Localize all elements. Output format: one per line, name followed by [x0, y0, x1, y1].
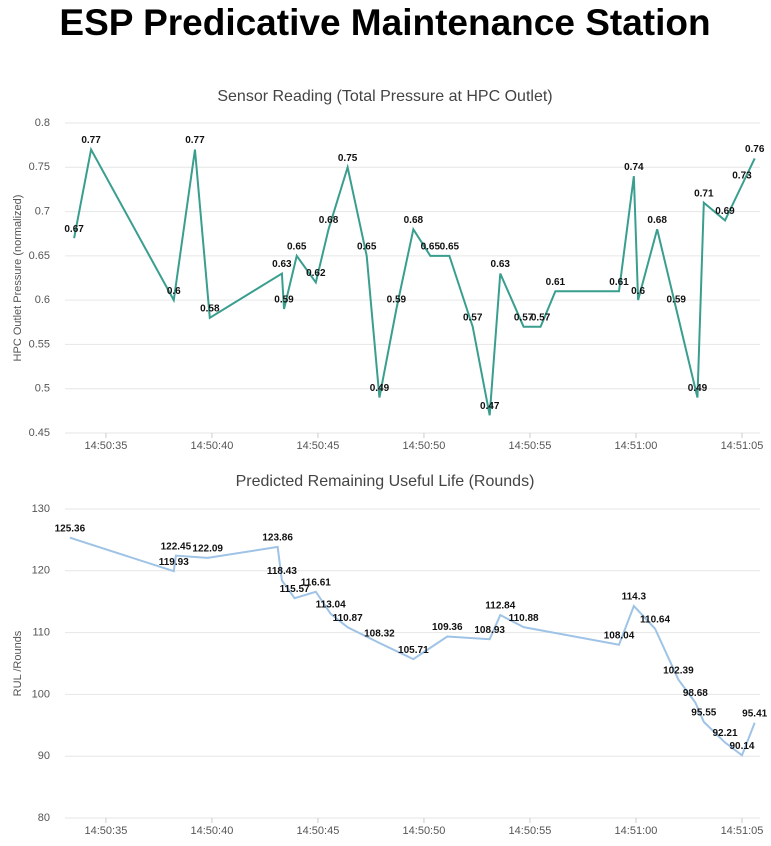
chart-title: Predicted Remaining Useful Life (Rounds): [236, 473, 535, 490]
data-label: 114.3: [622, 592, 647, 603]
data-label: 0.59: [274, 295, 294, 306]
x-tick-label: 14:50:35: [85, 440, 128, 452]
data-label: 0.61: [546, 277, 566, 288]
x-tick-label: 14:50:50: [403, 440, 446, 452]
data-label: 95.55: [691, 708, 716, 719]
y-tick-label: 110: [32, 627, 50, 639]
data-label: 95.41: [742, 708, 767, 719]
y-tick-label: 90: [38, 750, 50, 762]
y-tick-label: 130: [32, 503, 50, 515]
y-tick-label: 120: [32, 565, 50, 577]
data-label: 0.63: [491, 259, 511, 270]
y-tick-label: 0.55: [29, 338, 50, 350]
data-label: 0.49: [370, 383, 390, 394]
data-label: 0.77: [185, 135, 205, 146]
data-label: 113.04: [316, 599, 346, 610]
data-label: 0.75: [338, 153, 358, 164]
y-tick-label: 0.5: [35, 383, 50, 395]
data-label: 0.6: [167, 286, 181, 297]
x-tick-label: 14:51:00: [615, 440, 658, 452]
y-tick-label: 0.7: [35, 205, 50, 217]
x-tick-label: 14:50:40: [191, 440, 234, 452]
data-label: 0.68: [319, 215, 339, 226]
data-label: 110.64: [640, 614, 670, 625]
data-line: [73, 146, 756, 416]
data-label: 0.63: [272, 259, 292, 270]
data-label: 115.57: [280, 584, 310, 595]
x-tick-label: 14:50:35: [85, 825, 128, 837]
data-label: 123.86: [262, 533, 293, 544]
data-label: 110.87: [333, 613, 363, 624]
data-label: 0.76: [745, 144, 765, 155]
data-label: 125.36: [55, 523, 86, 534]
data-label: 0.67: [64, 224, 84, 235]
data-label: 110.88: [509, 613, 539, 624]
y-tick-label: 0.65: [29, 250, 50, 262]
x-tick-label: 14:50:55: [509, 825, 552, 837]
y-tick-label: 0.45: [29, 427, 50, 439]
data-label: 0.73: [732, 171, 752, 182]
data-label: 105.71: [398, 645, 429, 656]
data-label: 122.09: [192, 544, 223, 555]
data-label: 119.93: [159, 557, 189, 568]
data-label: 0.47: [480, 401, 500, 412]
data-label: 0.57: [514, 312, 534, 323]
data-label: 0.6: [631, 286, 645, 297]
data-label: 109.36: [432, 622, 463, 633]
data-line: [69, 536, 756, 757]
data-label: 98.68: [683, 688, 708, 699]
data-label: 0.77: [81, 135, 101, 146]
data-label: 90.14: [729, 741, 754, 752]
data-label: 0.69: [715, 206, 735, 217]
data-label: 116.61: [301, 577, 331, 588]
x-tick-label: 14:50:50: [403, 825, 446, 837]
data-label: 108.04: [604, 630, 635, 641]
data-label: 0.65: [287, 241, 307, 252]
data-label: 0.57: [463, 312, 483, 323]
data-label: 0.58: [200, 303, 220, 314]
data-label: 122.45: [161, 541, 192, 552]
x-tick-label: 14:50:40: [191, 825, 234, 837]
x-tick-label: 14:50:45: [297, 440, 340, 452]
data-label: 0.49: [688, 383, 708, 394]
data-label: 92.21: [713, 728, 738, 739]
data-label: 0.68: [647, 215, 667, 226]
y-axis-label: RUL /Rounds: [12, 630, 24, 696]
data-label: 0.65: [440, 241, 460, 252]
data-label: 0.61: [609, 277, 629, 288]
y-tick-label: 100: [32, 688, 50, 700]
data-label: 0.65: [421, 241, 441, 252]
x-tick-label: 14:51:05: [721, 825, 764, 837]
data-label: 0.57: [531, 312, 551, 323]
data-label: 0.59: [667, 295, 687, 306]
y-tick-label: 0.8: [35, 117, 50, 129]
y-tick-label: 80: [38, 812, 50, 824]
x-tick-label: 14:50:55: [509, 440, 552, 452]
data-label: 0.71: [694, 188, 714, 199]
data-label: 0.62: [306, 268, 326, 279]
page-title: ESP Predicative Maintenance Station: [59, 2, 710, 43]
data-label: 108.93: [474, 625, 505, 636]
x-tick-label: 14:51:00: [615, 825, 658, 837]
data-label: 118.43: [267, 566, 297, 577]
y-axis-label: HPC Outlet Pressure (normalized): [12, 195, 24, 362]
data-label: 108.32: [364, 629, 395, 640]
chart-title: Sensor Reading (Total Pressure at HPC Ou…: [217, 88, 552, 105]
data-label: 0.59: [387, 295, 407, 306]
data-label: 102.39: [663, 665, 694, 676]
data-label: 0.65: [357, 241, 377, 252]
x-tick-label: 14:51:05: [721, 440, 764, 452]
y-tick-label: 0.75: [29, 161, 50, 173]
data-label: 0.74: [624, 162, 644, 173]
x-tick-label: 14:50:45: [297, 825, 340, 837]
data-label: 0.68: [404, 215, 424, 226]
y-tick-label: 0.6: [35, 294, 50, 306]
data-label: 112.84: [485, 601, 515, 612]
